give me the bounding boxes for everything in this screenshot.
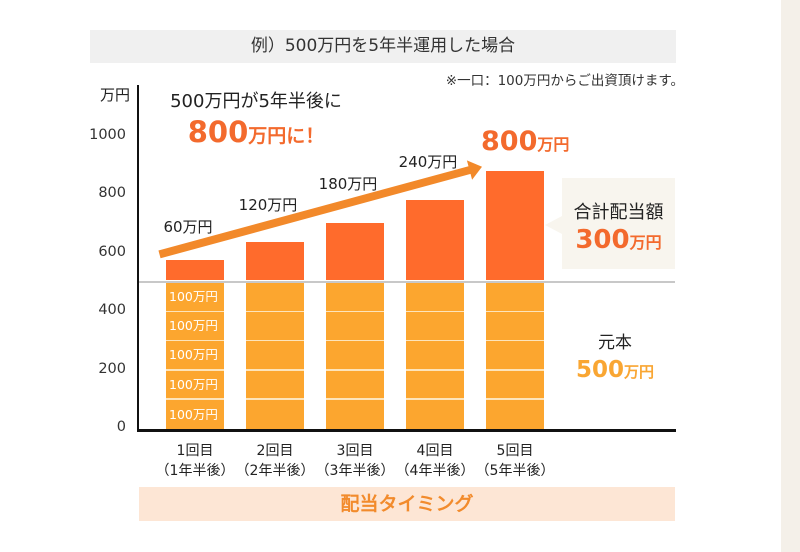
x-tick-sublabel: （1年半後）	[155, 463, 235, 479]
x-axis-title-band: 配当タイミング	[139, 487, 675, 521]
principal-block	[326, 399, 384, 429]
principal-block	[246, 341, 304, 370]
y-tick-label: 1000	[89, 127, 126, 143]
x-tick-sublabel: （2年半後）	[235, 463, 315, 479]
principal-block	[486, 312, 544, 340]
x-tick-label: 2回目	[256, 443, 294, 459]
chart-title: 例）500万円を5年半運用した場合	[250, 36, 516, 56]
x-tick-label: 4回目	[416, 443, 454, 459]
principal-bar	[326, 283, 384, 429]
x-tick-sublabel: （4年半後）	[395, 463, 475, 479]
dividend-data-label: 240万円	[398, 152, 458, 171]
callout-pointer	[545, 216, 562, 234]
principal-block	[486, 341, 544, 370]
dividend-bar	[166, 259, 224, 280]
total-dividend-value: 300万円	[562, 224, 675, 259]
principal-unit: 万円	[624, 363, 655, 381]
principal-block: 100万円	[166, 370, 224, 399]
right-side-panel-edge	[781, 0, 800, 552]
x-tick-label: 5回目	[496, 443, 534, 459]
y-axis-unit-label: 万円	[99, 86, 130, 104]
investment-unit-note: ※一口：100万円からご出資頂けます。	[445, 73, 684, 89]
principal-block	[406, 370, 464, 399]
principal-reference-line	[139, 280, 675, 283]
dividend-bar	[246, 242, 304, 280]
x-tick-sublabel: （3年半後）	[315, 463, 395, 479]
principal-block	[406, 283, 464, 311]
total-dividend-label: 合計配当額	[573, 202, 664, 223]
x-tick-sublabel: （5年半後）	[475, 463, 555, 479]
principal-bar	[406, 283, 464, 429]
principal-block: 100万円	[166, 399, 224, 429]
principal-block-label: 100万円	[169, 406, 218, 422]
principal-label: 元本	[598, 333, 632, 353]
principal-block	[246, 370, 304, 399]
principal-block	[406, 341, 464, 370]
principal-block	[486, 399, 544, 429]
principal-block	[326, 312, 384, 340]
y-tick-label: 0	[116, 419, 126, 435]
principal-block	[246, 399, 304, 429]
principal-bar	[246, 283, 304, 429]
headline-amount-suffix: 万円に！	[248, 125, 325, 147]
principal-block	[486, 283, 544, 311]
principal-block	[406, 399, 464, 429]
principal-block	[326, 283, 384, 311]
principal-block	[406, 312, 464, 340]
principal-amount: 500	[575, 357, 624, 383]
x-tick-label: 3回目	[336, 443, 374, 459]
title-bar: 例）500万円を5年半運用した場合	[90, 30, 676, 63]
dividend-data-label: 120万円	[238, 196, 298, 215]
principal-block-label: 100万円	[169, 347, 218, 363]
principal-block	[246, 312, 304, 340]
headline-line2: 800万円に！	[146, 114, 366, 155]
y-tick-label: 400	[98, 302, 126, 319]
total-dividend-unit: 万円	[629, 233, 662, 252]
principal-bar	[486, 283, 544, 429]
principal-bar: 100万円 100万円 100万円 100万円 100万円	[166, 283, 224, 429]
y-tick-label: 200	[98, 360, 126, 377]
headline-line1: 500万円が5年半後に	[170, 91, 342, 112]
x-axis-line	[136, 429, 676, 432]
x-tick-label: 1回目	[176, 443, 214, 459]
total-dividend-callout: 合計配当額 300万円	[562, 178, 675, 269]
principal-block	[246, 283, 304, 311]
final-total-unit: 万円	[537, 135, 570, 154]
dividend-bar	[326, 223, 384, 280]
y-axis-line	[136, 85, 139, 431]
dividend-bar	[406, 199, 464, 280]
dividend-data-label: 60万円	[163, 218, 213, 237]
x-axis-title: 配当タイミング	[340, 493, 474, 515]
principal-block	[326, 341, 384, 370]
dividend-bar	[486, 170, 544, 280]
principal-block-label: 100万円	[169, 289, 218, 304]
principal-block	[486, 370, 544, 399]
dividend-data-label: 180万円	[318, 174, 378, 193]
principal-block: 100万円	[166, 312, 224, 340]
principal-block: 100万円	[166, 341, 224, 370]
y-tick-label: 800	[98, 185, 126, 202]
principal-value: 500万円	[565, 356, 665, 386]
final-total-amount: 800	[481, 126, 538, 157]
principal-block-label: 100万円	[169, 318, 218, 334]
final-total-label: 800万円	[481, 126, 569, 158]
principal-block: 100万円	[166, 283, 224, 311]
principal-block	[326, 370, 384, 399]
total-dividend-amount: 300	[575, 225, 630, 255]
principal-block-label: 100万円	[169, 376, 218, 392]
headline-amount: 800	[187, 115, 249, 149]
principal-annotation: 元本 500万円	[565, 330, 665, 386]
headline: 500万円が5年半後に 800万円に！	[146, 90, 366, 155]
y-tick-label: 600	[98, 243, 126, 260]
